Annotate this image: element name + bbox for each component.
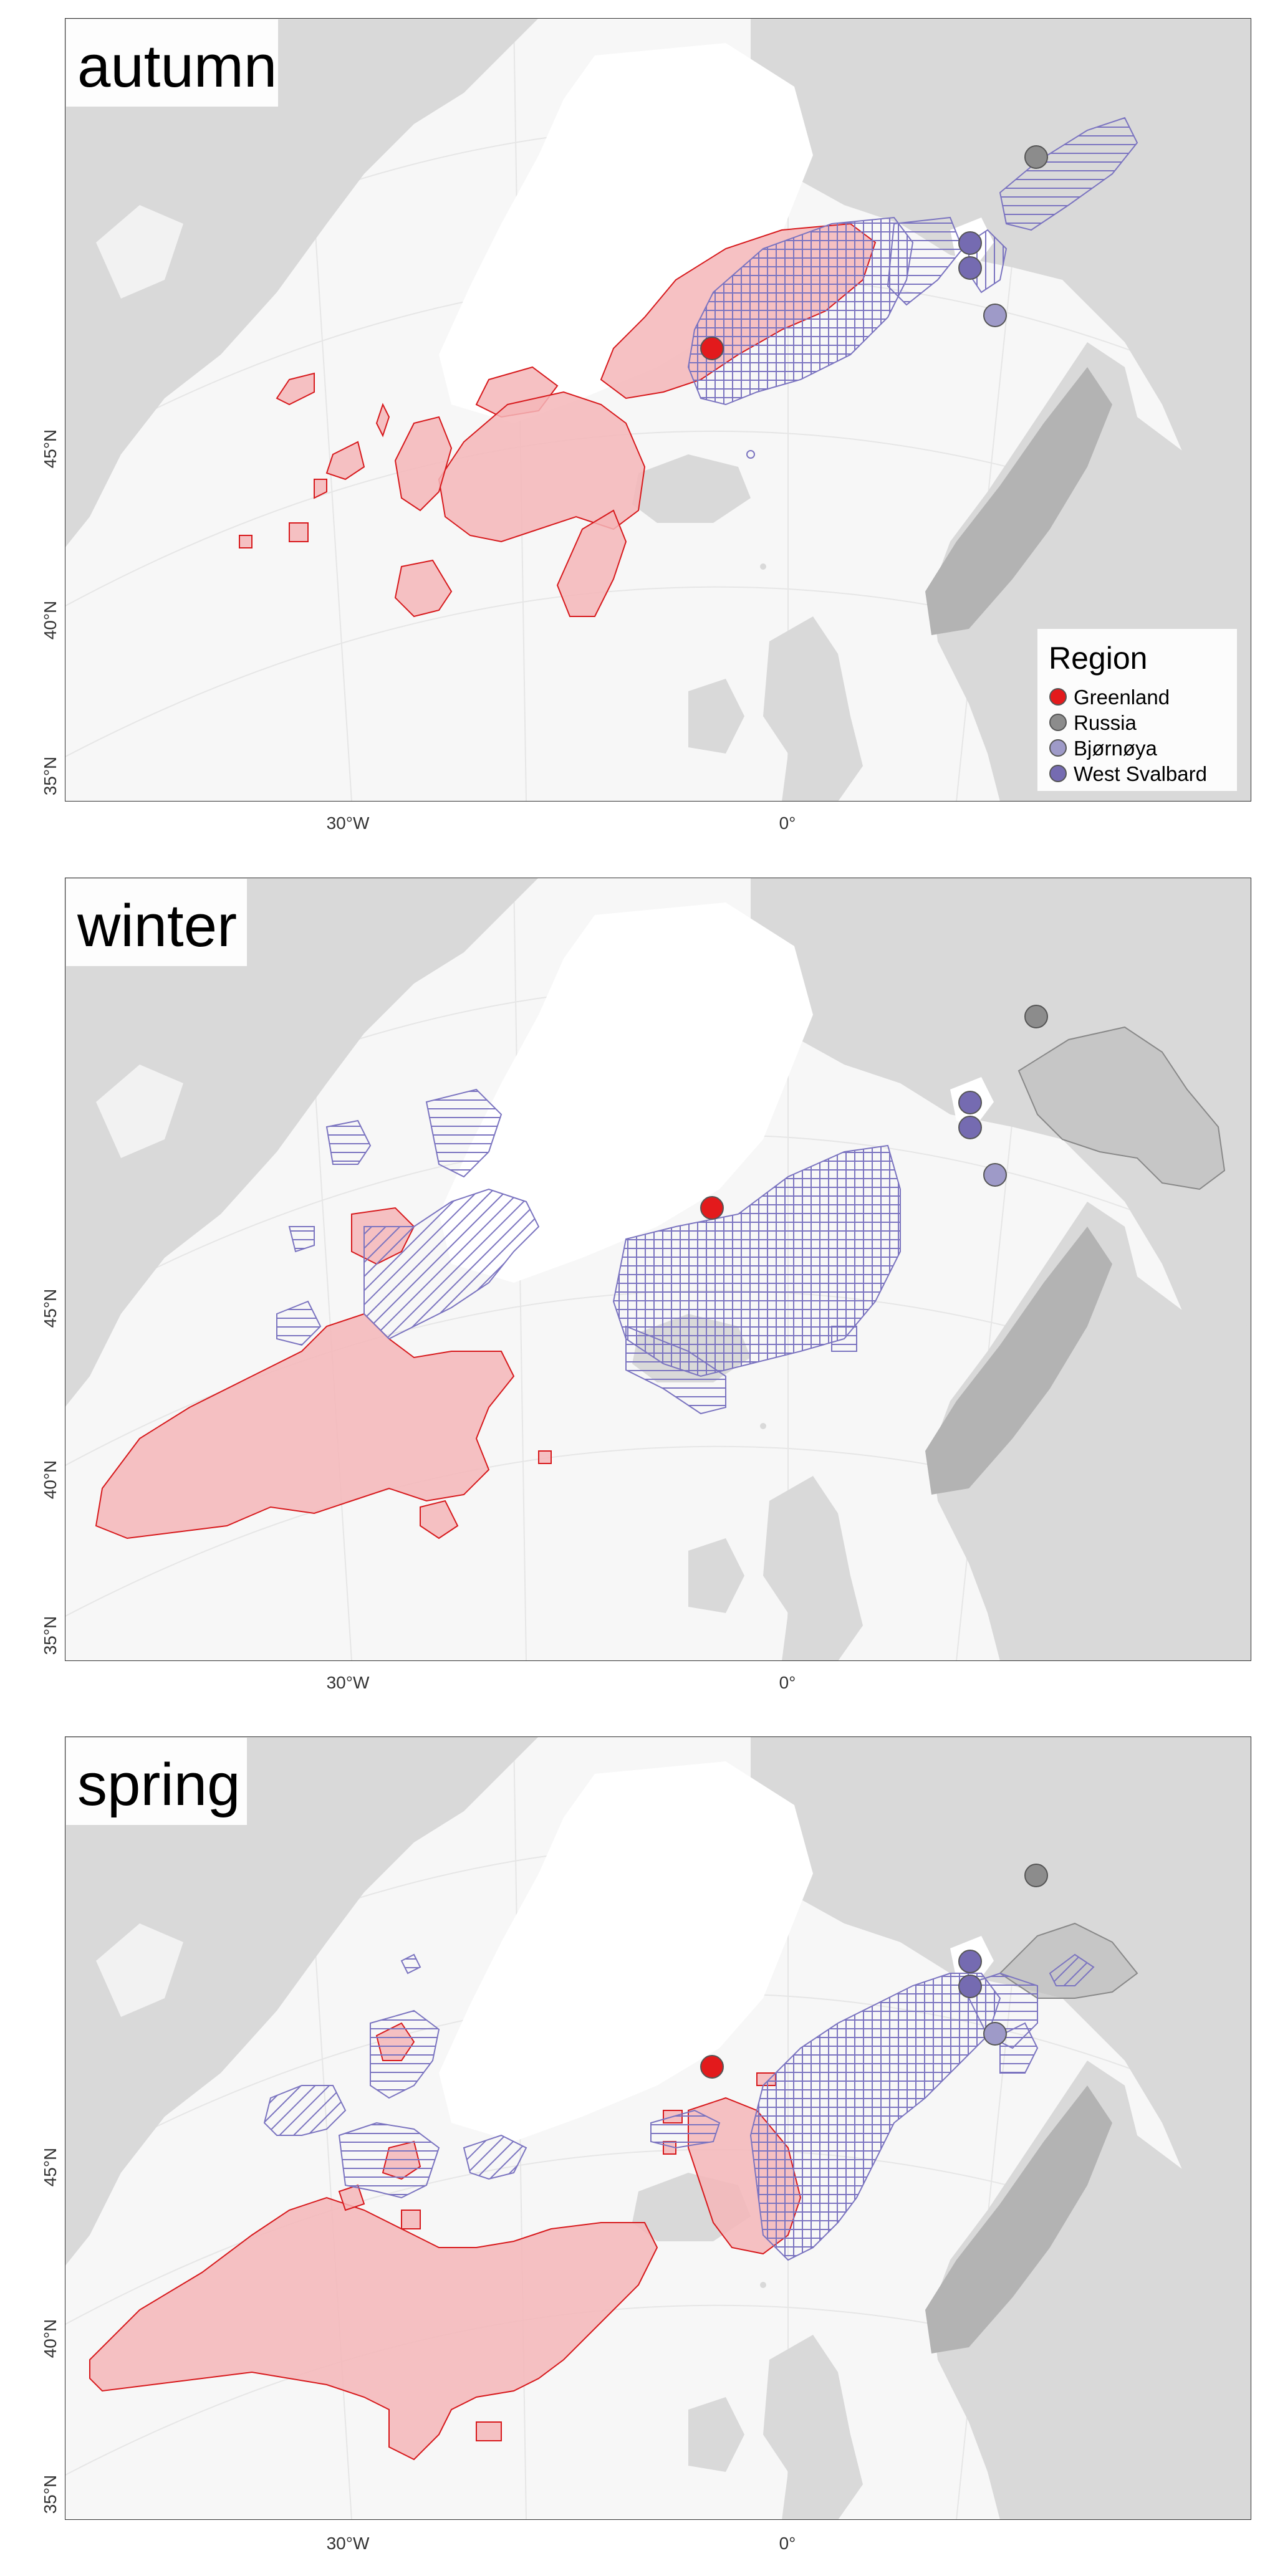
legend-label: Bjørnøya: [1074, 737, 1158, 760]
russia-range-winter: [1017, 1026, 1226, 1190]
season-title-box: [66, 1738, 247, 1825]
y-tick-label: 35°N: [41, 1616, 60, 1655]
panel-winter: winter: [65, 878, 1251, 1661]
x-tick-label: 0°: [779, 1673, 796, 1692]
legend-item-bjornoya: Bjørnøya: [1049, 737, 1158, 760]
legend-item-greenland: Greenland: [1049, 686, 1170, 709]
legend-label: Greenland: [1074, 686, 1170, 709]
panel-spring: spring: [65, 1736, 1251, 2520]
svalbard-ranges-winter: [276, 1088, 901, 1415]
colony-points-autumn: [700, 145, 1048, 360]
legend-label: West Svalbard: [1074, 762, 1207, 785]
x-tick-label: 0°: [779, 2534, 796, 2553]
axes-winter: 45°N 40°N 35°N 30°W 0°: [41, 1289, 796, 1692]
y-tick-label: 45°N: [41, 429, 60, 469]
y-tick-label: 35°N: [41, 757, 60, 796]
season-title-box: [66, 879, 247, 966]
y-tick-label: 45°N: [41, 2148, 60, 2187]
season-title: winter: [77, 893, 237, 959]
y-tick-label: 45°N: [41, 1289, 60, 1328]
svalbard-ranges-spring: [263, 1953, 1095, 2261]
season-title-box: [66, 19, 278, 107]
colony-points-spring: [700, 1864, 1048, 2079]
svalbard-ranges-autumn: [687, 117, 1138, 459]
axes-autumn: 45°N 40°N 35°N 30°W 0°: [41, 429, 796, 833]
x-tick-label: 0°: [779, 813, 796, 833]
panel-autumn: Region Greenland Russia Bjørnøya West Sv…: [65, 18, 1251, 802]
y-tick-label: 40°N: [41, 601, 60, 640]
y-tick-label: 40°N: [41, 1460, 60, 1500]
x-tick-label: 30°W: [327, 813, 370, 833]
colony-points-winter: [700, 1005, 1048, 1220]
legend-label: Russia: [1074, 711, 1137, 734]
y-tick-label: 40°N: [41, 2319, 60, 2358]
legend: Region Greenland Russia Bjørnøya West Sv…: [1037, 629, 1237, 791]
legend-title: Region: [1049, 641, 1147, 676]
season-title: spring: [77, 1751, 240, 1818]
legend-item-russia: Russia: [1049, 711, 1137, 734]
x-tick-label: 30°W: [327, 1673, 370, 1692]
season-title: autumn: [77, 33, 277, 100]
legend-item-west-svalbard: West Svalbard: [1049, 762, 1207, 785]
axes-spring: 45°N 40°N 35°N 30°W 0°: [41, 2148, 796, 2553]
y-tick-label: 35°N: [41, 2475, 60, 2514]
x-tick-label: 30°W: [327, 2534, 370, 2553]
